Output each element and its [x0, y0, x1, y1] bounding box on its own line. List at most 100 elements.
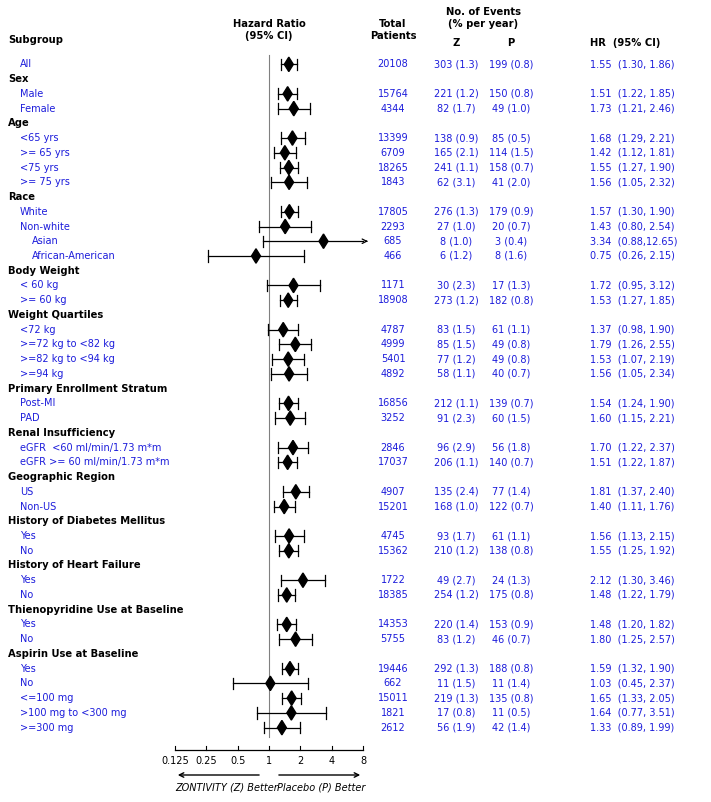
Text: Placebo (P) Better: Placebo (P) Better: [277, 783, 365, 793]
Text: Post-MI: Post-MI: [20, 399, 55, 408]
Polygon shape: [281, 219, 289, 233]
Text: 2: 2: [297, 756, 304, 766]
Text: 15362: 15362: [378, 545, 408, 556]
Polygon shape: [289, 440, 297, 455]
Text: P: P: [508, 38, 515, 48]
Text: 135 (2.4): 135 (2.4): [434, 487, 479, 496]
Text: Yes: Yes: [20, 664, 36, 674]
Text: 1.57  (1.30, 1.90): 1.57 (1.30, 1.90): [590, 207, 675, 217]
Text: < 60 kg: < 60 kg: [20, 281, 58, 290]
Text: 1.72  (0.95, 3.12): 1.72 (0.95, 3.12): [590, 281, 675, 290]
Polygon shape: [291, 337, 300, 351]
Text: All: All: [20, 59, 32, 69]
Text: 1: 1: [266, 756, 272, 766]
Text: >= 65 yrs: >= 65 yrs: [20, 148, 70, 158]
Text: >=82 kg to <94 kg: >=82 kg to <94 kg: [20, 354, 114, 364]
Text: Total
Patients: Total Patients: [370, 19, 416, 41]
Text: 1.42  (1.12, 1.81): 1.42 (1.12, 1.81): [590, 148, 675, 158]
Text: 139 (0.7): 139 (0.7): [488, 399, 533, 408]
Text: Body Weight: Body Weight: [8, 265, 80, 276]
Polygon shape: [283, 455, 292, 469]
Polygon shape: [284, 57, 294, 71]
Text: 4: 4: [328, 756, 335, 766]
Text: 17 (0.8): 17 (0.8): [437, 708, 475, 718]
Text: >= 60 kg: >= 60 kg: [20, 295, 67, 306]
Text: 210 (1.2): 210 (1.2): [434, 545, 479, 556]
Text: White: White: [20, 207, 48, 217]
Text: 58 (1.1): 58 (1.1): [437, 369, 475, 379]
Polygon shape: [282, 618, 292, 632]
Text: 41 (2.0): 41 (2.0): [492, 177, 530, 188]
Text: >=300 mg: >=300 mg: [20, 723, 73, 733]
Text: 4892: 4892: [380, 369, 405, 379]
Polygon shape: [284, 175, 294, 189]
Text: 254 (1.2): 254 (1.2): [434, 590, 479, 600]
Text: 2.12  (1.30, 3.46): 2.12 (1.30, 3.46): [590, 575, 675, 585]
Text: Sex: Sex: [8, 74, 28, 84]
Text: 221 (1.2): 221 (1.2): [434, 89, 479, 99]
Text: Yes: Yes: [20, 619, 36, 630]
Text: 49 (0.8): 49 (0.8): [492, 339, 530, 350]
Text: 1.51  (1.22, 1.87): 1.51 (1.22, 1.87): [590, 457, 675, 468]
Text: 140 (0.7): 140 (0.7): [488, 457, 533, 468]
Polygon shape: [299, 573, 307, 587]
Text: 1.55  (1.30, 1.86): 1.55 (1.30, 1.86): [590, 59, 675, 69]
Text: 1.33  (0.89, 1.99): 1.33 (0.89, 1.99): [590, 723, 674, 733]
Text: 1.03  (0.45, 2.37): 1.03 (0.45, 2.37): [590, 678, 675, 688]
Text: 199 (0.8): 199 (0.8): [488, 59, 533, 69]
Text: 93 (1.7): 93 (1.7): [437, 531, 475, 541]
Text: 1.54  (1.24, 1.90): 1.54 (1.24, 1.90): [590, 399, 675, 408]
Text: <75 yrs: <75 yrs: [20, 163, 58, 172]
Text: 61 (1.1): 61 (1.1): [492, 531, 530, 541]
Text: 46 (0.7): 46 (0.7): [492, 634, 530, 644]
Text: No: No: [20, 634, 33, 644]
Text: 168 (1.0): 168 (1.0): [434, 501, 479, 512]
Text: 0.125: 0.125: [161, 756, 189, 766]
Text: 61 (1.1): 61 (1.1): [492, 325, 530, 334]
Text: 60 (1.5): 60 (1.5): [492, 413, 530, 423]
Polygon shape: [284, 293, 293, 307]
Text: 1.81  (1.37, 2.40): 1.81 (1.37, 2.40): [590, 487, 675, 496]
Polygon shape: [284, 396, 293, 411]
Polygon shape: [284, 160, 294, 175]
Text: Aspirin Use at Baseline: Aspirin Use at Baseline: [8, 649, 139, 659]
Text: 77 (1.4): 77 (1.4): [492, 487, 530, 496]
Text: >=72 kg to <82 kg: >=72 kg to <82 kg: [20, 339, 115, 350]
Text: 273 (1.2): 273 (1.2): [434, 295, 479, 306]
Text: ZONTIVITY (Z) Better: ZONTIVITY (Z) Better: [176, 783, 279, 793]
Text: 175 (0.8): 175 (0.8): [488, 590, 533, 600]
Polygon shape: [266, 676, 275, 691]
Text: 17 (1.3): 17 (1.3): [492, 281, 530, 290]
Text: 158 (0.7): 158 (0.7): [488, 163, 533, 172]
Polygon shape: [287, 691, 296, 706]
Text: >100 mg to <300 mg: >100 mg to <300 mg: [20, 708, 127, 718]
Polygon shape: [286, 411, 295, 425]
Text: 219 (1.3): 219 (1.3): [434, 693, 479, 703]
Text: Weight Quartiles: Weight Quartiles: [8, 310, 103, 320]
Text: 1.55  (1.27, 1.90): 1.55 (1.27, 1.90): [590, 163, 675, 172]
Text: Asian: Asian: [32, 237, 59, 246]
Text: 1.64  (0.77, 3.51): 1.64 (0.77, 3.51): [590, 708, 675, 718]
Polygon shape: [288, 131, 297, 145]
Text: 1.79  (1.26, 2.55): 1.79 (1.26, 2.55): [590, 339, 675, 350]
Text: 91 (2.3): 91 (2.3): [437, 413, 475, 423]
Text: 182 (0.8): 182 (0.8): [488, 295, 533, 306]
Text: African-American: African-American: [32, 251, 116, 261]
Text: Renal Insufficiency: Renal Insufficiency: [8, 427, 115, 438]
Text: Female: Female: [20, 103, 55, 114]
Polygon shape: [285, 205, 294, 219]
Text: 3.34  (0.88,12.65): 3.34 (0.88,12.65): [590, 237, 678, 246]
Text: Geographic Region: Geographic Region: [8, 472, 115, 482]
Text: 220 (1.4): 220 (1.4): [434, 619, 479, 630]
Text: 0.25: 0.25: [196, 756, 217, 766]
Text: 1821: 1821: [380, 708, 405, 718]
Text: No. of Events
(% per year): No. of Events (% per year): [446, 7, 521, 29]
Text: 8 (1.0): 8 (1.0): [440, 237, 472, 246]
Text: Yes: Yes: [20, 531, 36, 541]
Text: 1.37  (0.98, 1.90): 1.37 (0.98, 1.90): [590, 325, 674, 334]
Text: No: No: [20, 590, 33, 600]
Text: History of Diabetes Mellitus: History of Diabetes Mellitus: [8, 516, 165, 526]
Text: 4907: 4907: [380, 487, 405, 496]
Text: 5401: 5401: [380, 354, 405, 364]
Text: 27 (1.0): 27 (1.0): [437, 221, 475, 232]
